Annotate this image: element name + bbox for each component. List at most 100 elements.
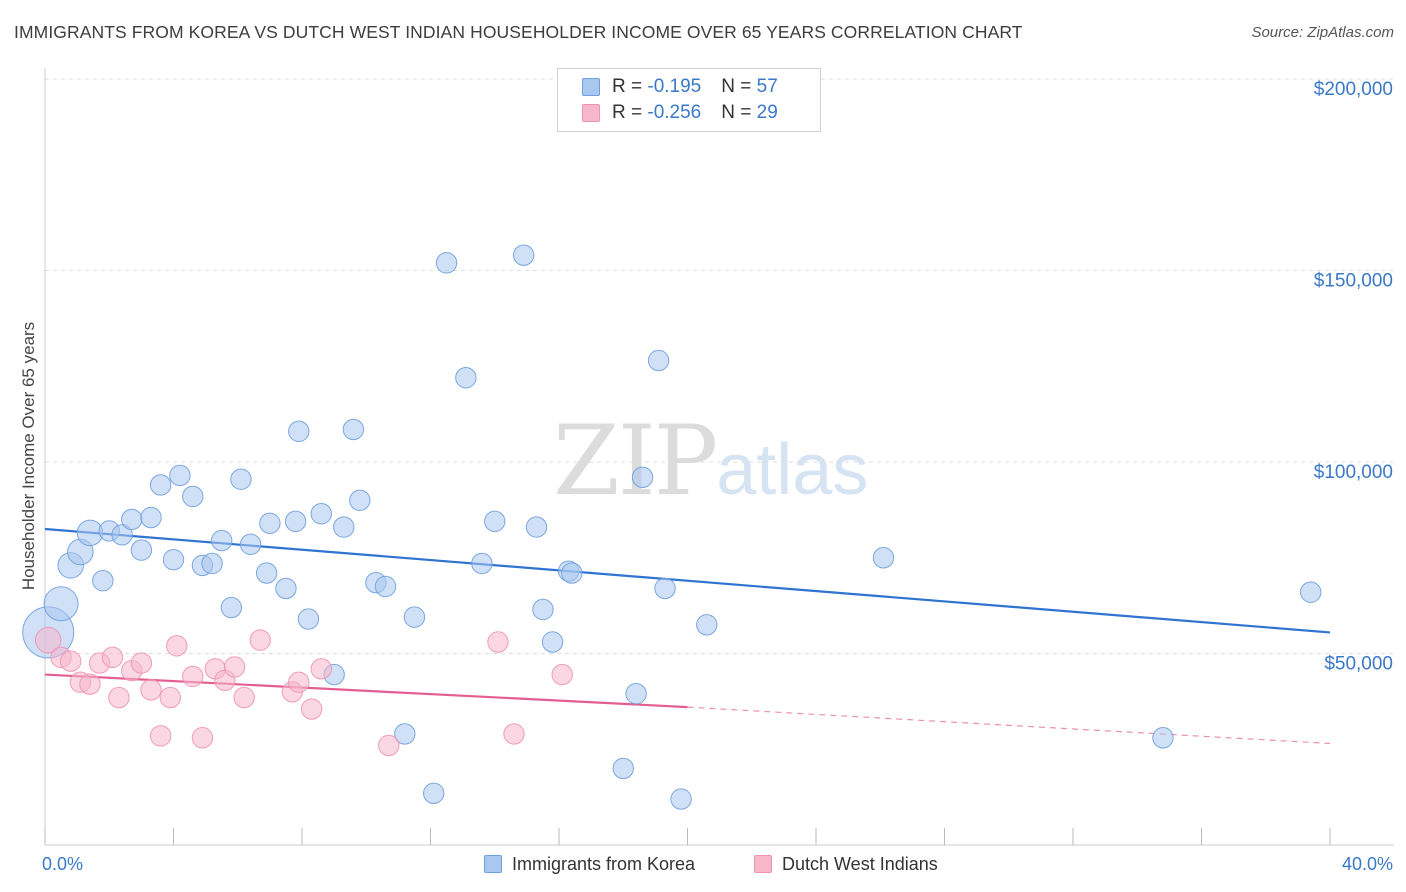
legend-r-value: -0.195 xyxy=(647,76,702,97)
korea-point xyxy=(654,577,676,600)
x-tick-label: 0.0% xyxy=(42,854,83,874)
korea-point xyxy=(220,596,243,619)
dutch-point xyxy=(378,734,400,757)
korea-point xyxy=(259,512,281,534)
dutch-point xyxy=(130,652,153,674)
korea-point xyxy=(342,418,365,441)
data-points xyxy=(22,244,1322,810)
korea-point xyxy=(130,539,153,561)
dutch-point xyxy=(182,665,204,688)
korea-point xyxy=(92,570,114,592)
legend-row-dutch: R = -0.256 N = 29 xyxy=(582,101,778,125)
legend-row-korea: R = -0.195 N = 57 xyxy=(582,75,778,99)
korea-point xyxy=(625,683,647,705)
legend-n-value: 57 xyxy=(756,76,778,97)
legend-n-label: N = xyxy=(721,76,757,97)
korea-point xyxy=(525,516,548,538)
korea-point xyxy=(210,529,233,552)
korea-point xyxy=(140,506,162,529)
trend-lines xyxy=(44,527,1331,745)
korea-point xyxy=(872,547,895,569)
korea-point xyxy=(1300,581,1322,603)
dutch-point xyxy=(101,646,124,669)
legend-r-value: -0.256 xyxy=(647,102,702,123)
watermark-atlas: atlas xyxy=(716,430,869,510)
korea-point xyxy=(471,552,493,575)
source-note: Source: ZipAtlas.com xyxy=(1251,24,1394,41)
y-tick-label: $150,000 xyxy=(1314,271,1393,292)
korea-point xyxy=(43,586,79,622)
korea-point xyxy=(484,510,506,533)
dutch-point xyxy=(551,663,573,686)
x-tick-label: 40.0% xyxy=(1342,854,1393,874)
korea-point xyxy=(512,244,535,266)
axis-labels: $50,000 $100,000 $150,000 $200,000 0.0% 40.0%… xyxy=(19,79,1393,874)
korea-point xyxy=(111,524,133,546)
korea-point xyxy=(455,367,477,389)
dutch-point xyxy=(249,629,271,651)
korea-point xyxy=(631,466,654,489)
korea-point xyxy=(403,606,426,628)
korea-point xyxy=(423,782,445,804)
y-axis-title: Householder Income Over 65 years xyxy=(19,322,38,590)
legend-r-label: R = xyxy=(612,76,648,97)
legend-n-value: 29 xyxy=(756,102,778,123)
dutch-point xyxy=(159,686,181,709)
korea-point xyxy=(1152,727,1174,749)
dutch-trend-extension xyxy=(687,706,1331,745)
dutch-point xyxy=(503,723,525,745)
grid xyxy=(45,78,1394,654)
korea-point xyxy=(255,562,278,584)
chart-title: IMMIGRANTS FROM KOREA VS DUTCH WEST INDI… xyxy=(14,22,1023,42)
dutch-point xyxy=(223,656,246,678)
korea-point xyxy=(239,533,262,556)
bottom-legend-swatch-dutch xyxy=(754,855,772,873)
korea-point xyxy=(297,608,320,630)
korea-point xyxy=(333,516,355,538)
korea-point xyxy=(435,252,458,274)
korea-point xyxy=(288,420,310,443)
legend-swatch-korea xyxy=(582,78,600,96)
dutch-point xyxy=(34,626,62,654)
y-tick-label: $100,000 xyxy=(1314,462,1393,483)
bottom-legend-korea: Immigrants from Korea xyxy=(484,852,695,876)
dutch-point xyxy=(288,671,310,693)
dutch-point xyxy=(166,635,188,657)
dutch-point xyxy=(191,727,214,749)
dutch-point xyxy=(487,631,509,653)
korea-point xyxy=(230,468,252,490)
dutch-point xyxy=(310,658,332,680)
bottom-legend-dutch: Dutch West Indians xyxy=(754,852,938,876)
korea-point xyxy=(149,474,172,496)
korea-point xyxy=(284,510,307,533)
dutch-point xyxy=(59,650,82,672)
korea-point xyxy=(310,503,332,525)
korea-point xyxy=(541,631,564,653)
korea-point xyxy=(532,598,554,621)
korea-point xyxy=(349,489,371,511)
korea-point xyxy=(201,552,223,575)
korea-point xyxy=(647,349,670,372)
korea-point xyxy=(394,723,416,745)
korea-point xyxy=(162,548,185,571)
axes xyxy=(44,68,1394,846)
y-tick-label: $50,000 xyxy=(1324,654,1393,675)
korea-point xyxy=(121,508,143,531)
legend-n-label: N = xyxy=(721,102,757,123)
legend-swatch-dutch xyxy=(582,104,600,122)
bottom-legend-label-dutch: Dutch West Indians xyxy=(782,853,938,874)
korea-trend-line xyxy=(44,527,1331,634)
korea-point xyxy=(182,485,204,508)
korea-point xyxy=(275,577,297,600)
y-tick-label: $200,000 xyxy=(1314,79,1393,100)
korea-point xyxy=(374,575,397,598)
watermark: ZIPatlas xyxy=(553,405,868,517)
dutch-point xyxy=(140,679,162,701)
watermark-zip: ZIP xyxy=(553,405,718,517)
dutch-point xyxy=(79,673,101,695)
dutch-point xyxy=(108,686,130,709)
korea-point xyxy=(612,757,634,780)
korea-point xyxy=(169,464,191,487)
bottom-legend-swatch-korea xyxy=(484,855,502,873)
